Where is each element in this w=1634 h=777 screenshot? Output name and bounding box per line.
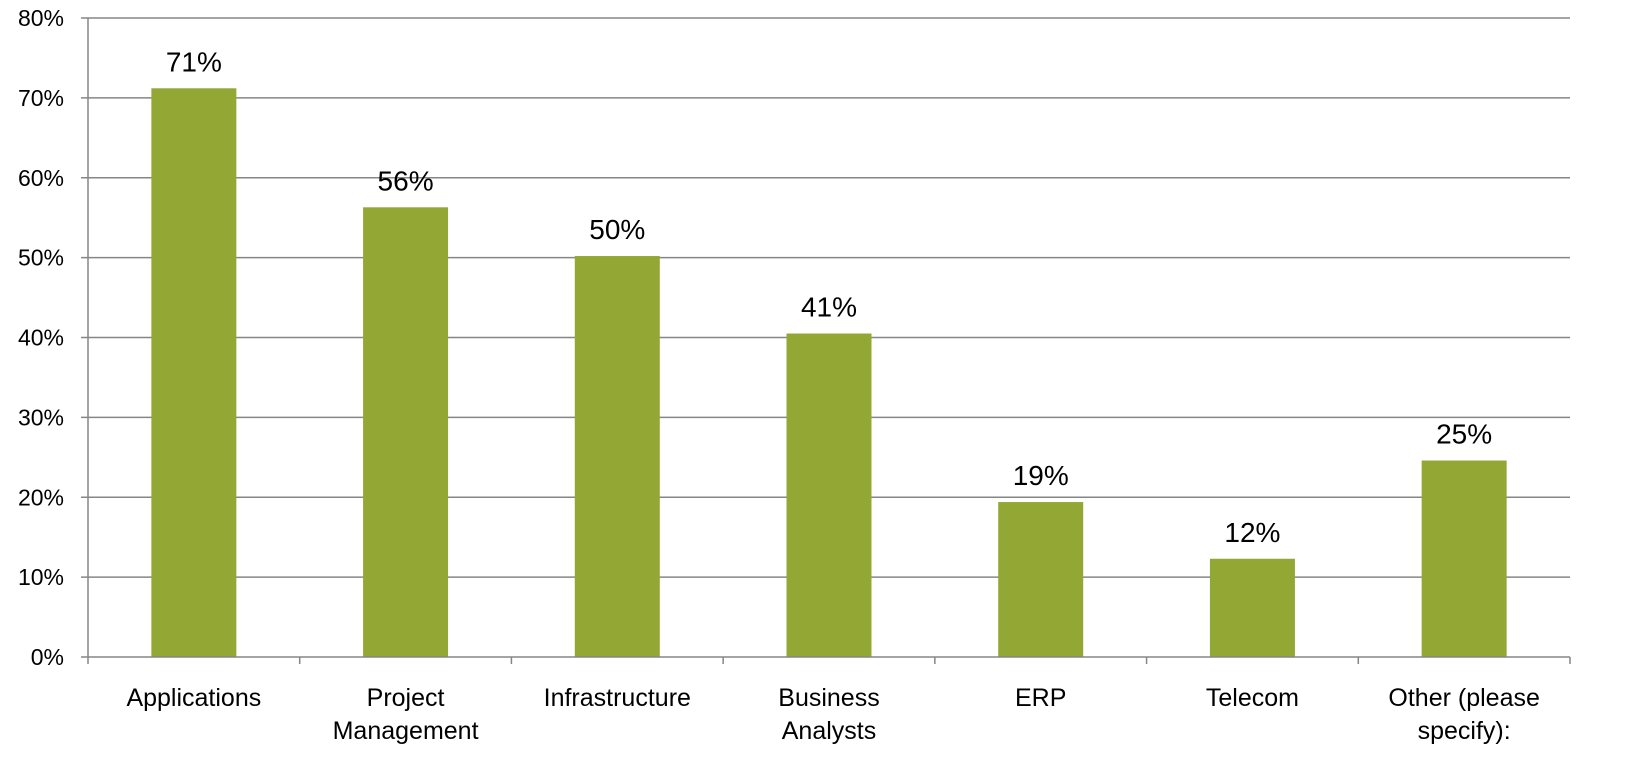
data-label: 71% — [166, 46, 222, 77]
category-label: Project — [367, 684, 445, 712]
category-label: Telecom — [1206, 684, 1299, 712]
bar — [574, 256, 660, 657]
y-tick-label: 40% — [18, 325, 64, 351]
category-label: Business — [778, 684, 879, 712]
data-label: 50% — [589, 214, 645, 245]
category-label: Management — [333, 717, 479, 745]
data-label: 19% — [1013, 460, 1069, 491]
bar — [1209, 558, 1295, 657]
bar — [363, 207, 449, 657]
category-label: Infrastructure — [544, 684, 691, 712]
category-label: Other (please — [1388, 684, 1539, 712]
y-tick-label: 70% — [18, 85, 64, 111]
bar — [786, 333, 872, 657]
bar — [998, 502, 1084, 657]
category-label: specify): — [1418, 717, 1511, 745]
y-tick-label: 0% — [31, 644, 64, 670]
bars — [151, 88, 1507, 658]
y-tick-label: 80% — [18, 5, 64, 31]
data-label: 12% — [1224, 517, 1280, 548]
y-tick-label: 20% — [18, 484, 64, 510]
y-tick-label: 60% — [18, 165, 64, 191]
category-label: ERP — [1015, 684, 1066, 712]
y-tick-label: 50% — [18, 245, 64, 271]
bar — [1421, 460, 1507, 657]
category-label: Analysts — [782, 717, 876, 745]
labels: 0% 10% 20% 30% 40% 50% 60% 70% 80% 71% Application… — [18, 5, 1540, 745]
axes — [81, 17, 1571, 664]
category-label: Applications — [126, 684, 261, 712]
data-label: 41% — [801, 292, 857, 323]
data-label: 25% — [1436, 419, 1492, 450]
y-tick-label: 30% — [18, 404, 64, 430]
bar — [151, 88, 237, 658]
y-tick-label: 10% — [18, 564, 64, 590]
data-label: 56% — [378, 165, 434, 196]
